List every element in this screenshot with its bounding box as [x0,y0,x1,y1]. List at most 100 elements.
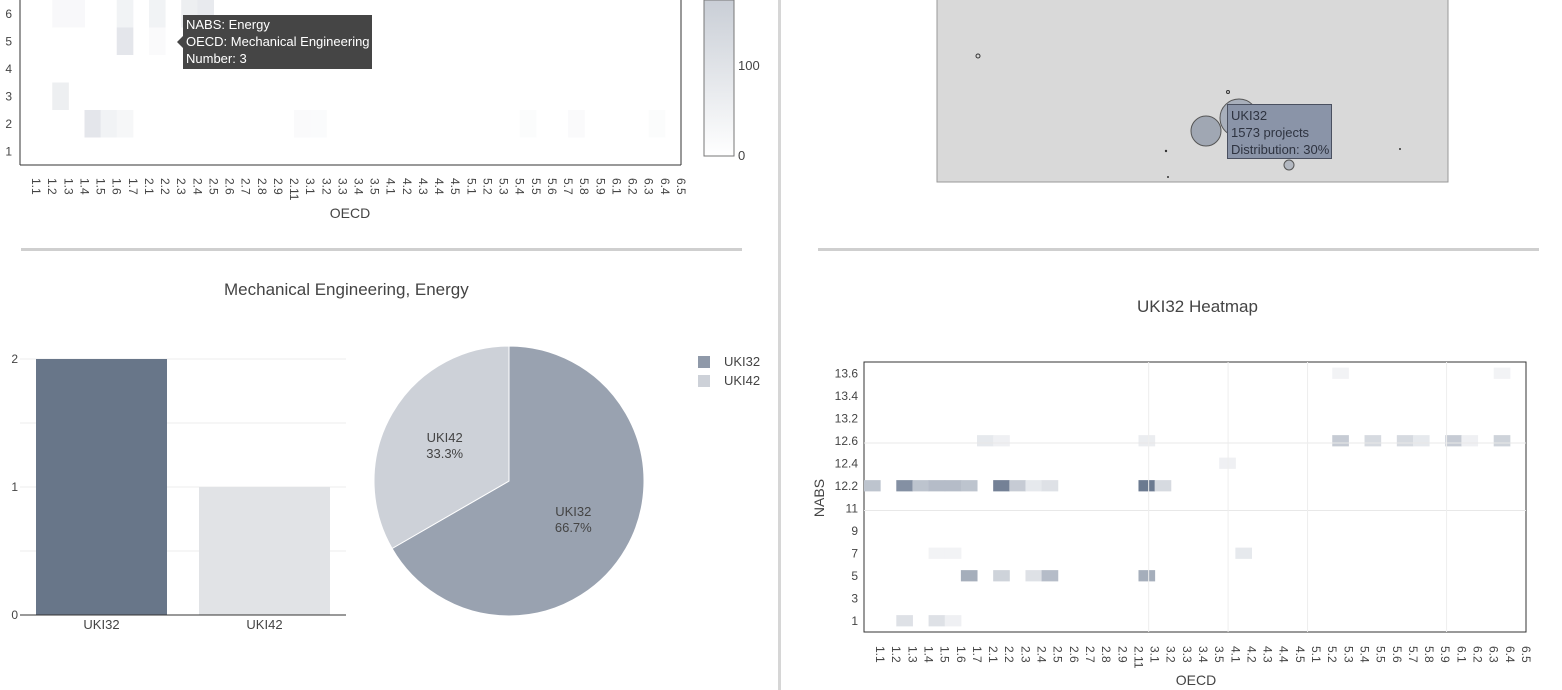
x-tick-label: 2.2 [158,178,172,195]
y-tick-label: 5 [5,34,12,48]
region-bubble[interactable] [1226,90,1230,94]
y-tick-label: 9 [851,524,858,538]
pie-slice-uki42 [373,345,510,550]
heatmap-cell [100,110,118,138]
heatmap-cell [864,480,881,492]
y-tick-label: 11 [846,501,859,515]
x-tick-label: 3.5 [1212,646,1226,663]
bar-y-tick-label: 1 [11,480,18,494]
legend-label: UKI32 [724,354,761,369]
x-tick-label: 1.5 [94,178,108,195]
x-tick-label: 3.3 [1180,646,1194,663]
pie-label: UKI32 [555,504,591,519]
tooltip-projects: 1573 projects [1231,125,1310,140]
x-tick-label: 2.7 [1083,646,1097,663]
legend-label: UKI42 [724,373,761,388]
y-tick-label: 4 [5,62,12,76]
heatmap-cell [52,0,69,28]
x-tick-label: 3.4 [352,178,366,195]
region-bubble[interactable] [975,53,981,59]
x-tick-label: 2.4 [190,178,204,195]
heatmap-cell [896,480,913,492]
x-tick-label: 2.4 [1035,646,1049,663]
x-tick-label: 5.5 [529,178,543,195]
region-bubble[interactable] [1167,176,1169,178]
bar-y-tick-label: 2 [11,352,18,366]
heatmap-cell [944,480,962,492]
x-tick-label: 1.7 [970,646,984,663]
x-tick-label: 1.6 [954,646,968,663]
x-tick-label: 3.1 [1148,646,1162,663]
heatmap-cell [1041,480,1059,492]
pie-label: UKI42 [427,430,463,445]
y-tick-label: 2 [5,117,12,131]
heatmap-cell [1332,367,1349,379]
x-tick-label: 2.1 [142,178,156,195]
x-tick-label: 5.6 [545,178,559,195]
colorbar [703,0,735,157]
y-tick-label: 1 [5,144,12,158]
y-tick-label: 7 [851,546,858,560]
x-tick-label: 5.4 [513,178,527,195]
y-tick-label: 12.6 [835,434,859,448]
heatmap-cell [1493,367,1511,379]
y-tick-label: 1 [851,614,858,628]
heatmap-cell [148,27,166,55]
x-tick-label: 5.7 [561,178,575,195]
x-tick-label: 1.6 [110,178,124,195]
x-tick-label: 3.3 [335,178,349,195]
x-tick-label: 6.3 [642,178,656,195]
tooltip-region: UKI32 [1231,108,1268,123]
x-tick-labels: 1.1 1.2 1.3 1.4 1.5 1.6 1.7 2.1 2.2 2.3 2.4 2.5 2.6 2… [29,178,688,201]
region-bubble-uki32[interactable] [1190,115,1222,147]
region-bubble[interactable] [1283,159,1295,171]
x-tick-label: 2.6 [223,178,237,195]
x-tick-label: 4.4 [1277,646,1291,663]
x-tick-label: 5.8 [577,178,591,195]
heatmap-cell [944,547,962,559]
x-tick-label: 2.11 [1131,646,1145,669]
x-tick-label: 6.4 [1503,646,1517,663]
region-bubble[interactable] [1399,148,1401,150]
y-tick-label: 13.2 [835,411,859,425]
bottom-left-title: Mechanical Engineering, Energy [224,280,469,299]
heatmap-cell [928,547,946,559]
x-tick-label: 4.5 [1293,646,1307,663]
y-tick-label: 3 [5,89,12,103]
heatmap-cell [1445,435,1462,447]
x-tick-label: 2.5 [1051,646,1065,663]
horizontal-divider-left [21,248,742,251]
x-tick-label: 6.5 [674,178,688,195]
x-tick-label: 1.4 [77,178,91,195]
x-tick-label: 5.8 [1422,646,1436,663]
pie-slice-uki32 [391,345,645,617]
x-tick-label: 4.1 [384,178,398,195]
x-tick-label: 1.7 [126,178,140,195]
heatmap-cell [116,0,134,28]
heatmap-cell [896,615,913,627]
pie-legend[interactable]: UKI32 UKI42 [698,352,760,390]
region-bubble[interactable] [1164,149,1168,153]
legend-item-uki32[interactable]: UKI32 [698,352,760,371]
x-tick-label: 5.7 [1406,646,1420,663]
x-tick-label: 5.2 [480,178,494,195]
x-tick-label: 5.3 [497,178,511,195]
bubble-map[interactable] [930,0,1460,190]
y-tick-label: 5 [851,569,858,583]
heatmap-cell [912,480,930,492]
x-tick-label: 5.1 [1309,646,1323,663]
heatmap-cell [519,110,537,138]
heatmap-cell [1493,435,1511,447]
legend-item-uki42[interactable]: UKI42 [698,371,760,390]
x-tick-label: 6.1 [1454,646,1468,663]
bar-y-tick-labels: 0 1 2 [11,352,18,622]
heatmap-cell [928,615,946,627]
x-tick-label: 6.1 [609,178,623,195]
heatmap-cell [993,435,1010,447]
heatmap-cell [1138,480,1156,492]
heatmap-cell [960,570,978,582]
bar-x-tick-labels: UKI32 UKI42 [83,617,282,632]
x-tick-label: 2.3 [1018,646,1032,663]
